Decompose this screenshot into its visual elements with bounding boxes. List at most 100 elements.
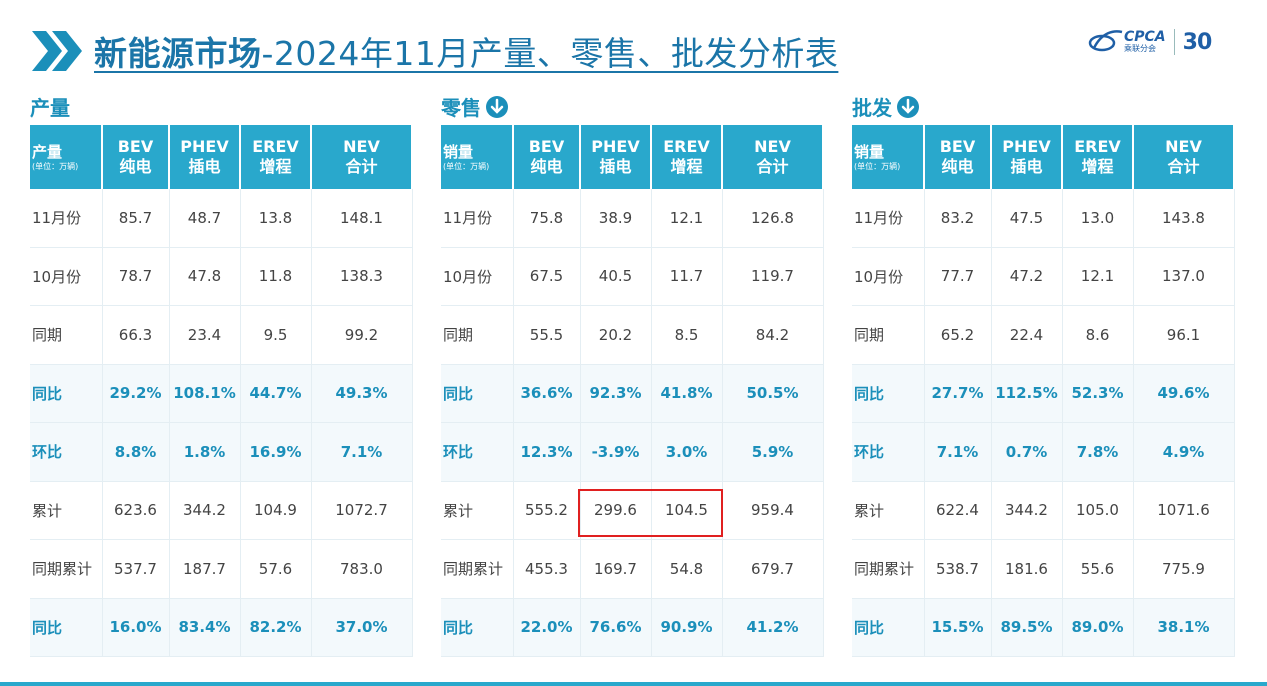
table-row: 同期 65.2 22.4 8.6 96.1	[852, 305, 1235, 365]
double-chevron-icon	[32, 31, 82, 71]
column-header: EREV 增程	[1062, 125, 1134, 189]
table-cell: 181.6	[991, 539, 1063, 599]
row-label: 环比	[30, 422, 103, 482]
table-cell: 16.0%	[102, 598, 170, 657]
table-cell: 40.5	[580, 247, 652, 306]
table-row: 同比 29.2% 108.1% 44.7% 49.3%	[30, 364, 413, 423]
table-row: 环比 7.1% 0.7% 7.8% 4.9%	[852, 422, 1235, 482]
column-header: BEV 纯电	[102, 125, 170, 189]
row-label: 同比	[441, 598, 514, 657]
table-cell: 105.0	[1062, 481, 1134, 540]
header-label: 销量 (单位：万辆)	[441, 125, 514, 189]
table-cell: 49.3%	[311, 364, 413, 423]
table-cell: 55.5	[513, 305, 581, 365]
production-table: 产量 (单位：万辆) BEV 纯电 PHEV 插电 EREV 增程 NEV 合计 11月份 85.7 4…	[30, 125, 413, 657]
page-title: 新能源市场-2024年11月产量、零售、批发分析表	[94, 34, 839, 73]
table-cell: 104.9	[240, 481, 312, 540]
row-label: 同期	[852, 305, 925, 365]
table-cell: 65.2	[924, 305, 992, 365]
table-cell: 84.2	[722, 305, 824, 365]
table-cell: 47.2	[991, 247, 1063, 306]
table-cell: 38.1%	[1133, 598, 1235, 657]
anniversary-badge: 30	[1182, 29, 1213, 55]
table-cell: 138.3	[311, 247, 413, 306]
column-header: PHEV 插电	[169, 125, 241, 189]
table-row: 环比 12.3% -3.9% 3.0% 5.9%	[441, 422, 824, 482]
table-cell: 3.0%	[651, 422, 723, 482]
table-cell: 344.2	[991, 481, 1063, 540]
table-cell: 137.0	[1133, 247, 1235, 306]
table-cell: 48.7	[169, 189, 241, 248]
table-cell: 75.8	[513, 189, 581, 248]
table-cell: 7.8%	[1062, 422, 1134, 482]
table-cell: 41.2%	[722, 598, 824, 657]
table-cell: 55.6	[1062, 539, 1134, 599]
table-row: 同比 36.6% 92.3% 41.8% 50.5%	[441, 364, 824, 423]
wholesale-table: 销量 (单位：万辆) BEV 纯电 PHEV 插电 EREV 增程 NEV 合计 11月份 83.2 4…	[852, 125, 1235, 657]
table-cell: 9.5	[240, 305, 312, 365]
table-cell: 99.2	[311, 305, 413, 365]
table-cell: 13.0	[1062, 189, 1134, 248]
row-label: 10月份	[852, 247, 925, 306]
highlight-box	[578, 489, 723, 537]
table-cell: 54.8	[651, 539, 723, 599]
logo-brand: CPCA	[1124, 29, 1166, 45]
table-cell: 85.7	[102, 189, 170, 248]
arrow-down-circle-icon[interactable]	[485, 95, 509, 119]
column-header: NEV 合计	[722, 125, 824, 189]
table-cell: 52.3%	[1062, 364, 1134, 423]
table-row: 同期 55.5 20.2 8.5 84.2	[441, 305, 824, 365]
table-cell: -3.9%	[580, 422, 652, 482]
table-row: 累计 623.6 344.2 104.9 1072.7	[30, 481, 413, 540]
table-cell: 622.4	[924, 481, 992, 540]
table-cell: 76.6%	[580, 598, 652, 657]
table-cell: 4.9%	[1133, 422, 1235, 482]
column-header: EREV 增程	[651, 125, 723, 189]
table-cell: 22.4	[991, 305, 1063, 365]
logo-divider	[1173, 29, 1175, 55]
table-cell: 679.7	[722, 539, 824, 599]
table-row: 同比 16.0% 83.4% 82.2% 37.0%	[30, 598, 413, 657]
table-cell: 90.9%	[651, 598, 723, 657]
table-cell: 83.4%	[169, 598, 241, 657]
column-header: PHEV 插电	[580, 125, 652, 189]
table-row: 同比 27.7% 112.5% 52.3% 49.6%	[852, 364, 1235, 423]
row-label: 11月份	[852, 189, 925, 248]
table-row: 同期 66.3 23.4 9.5 99.2	[30, 305, 413, 365]
row-label: 11月份	[441, 189, 514, 248]
table-cell: 623.6	[102, 481, 170, 540]
row-label: 环比	[441, 422, 514, 482]
table-cell: 108.1%	[169, 364, 241, 423]
column-header: BEV 纯电	[924, 125, 992, 189]
table-cell: 96.1	[1133, 305, 1235, 365]
table-cell: 537.7	[102, 539, 170, 599]
table-cell: 78.7	[102, 247, 170, 306]
row-label: 累计	[30, 481, 103, 540]
table-row: 同比 22.0% 76.6% 90.9% 41.2%	[441, 598, 824, 657]
table-row: 累计 622.4 344.2 105.0 1071.6	[852, 481, 1235, 540]
table-cell: 187.7	[169, 539, 241, 599]
cpca-logo: CPCA 乘联分会 30	[1088, 28, 1213, 56]
table-cell: 119.7	[722, 247, 824, 306]
footer-bar	[0, 682, 1267, 686]
table-row: 11月份 75.8 38.9 12.1 126.8	[441, 189, 824, 248]
table-cell: 16.9%	[240, 422, 312, 482]
table-cell: 83.2	[924, 189, 992, 248]
row-label: 同比	[441, 364, 514, 423]
retail-table: 销量 (单位：万辆) BEV 纯电 PHEV 插电 EREV 增程 NEV 合计 11月份 75.8 3…	[441, 125, 824, 657]
section-title-production: 产量	[30, 96, 70, 120]
table-cell: 1.8%	[169, 422, 241, 482]
column-header: NEV 合计	[311, 125, 413, 189]
table-row: 10月份 78.7 47.8 11.8 138.3	[30, 247, 413, 306]
logo-sub: 乘联分会	[1124, 44, 1156, 53]
table-cell: 66.3	[102, 305, 170, 365]
table-cell: 959.4	[722, 481, 824, 540]
table-cell: 20.2	[580, 305, 652, 365]
arrow-down-circle-icon[interactable]	[896, 95, 920, 119]
table-cell: 169.7	[580, 539, 652, 599]
column-header: EREV 增程	[240, 125, 312, 189]
table-cell: 7.1%	[924, 422, 992, 482]
row-label: 10月份	[441, 247, 514, 306]
table-cell: 22.0%	[513, 598, 581, 657]
table-cell: 77.7	[924, 247, 992, 306]
